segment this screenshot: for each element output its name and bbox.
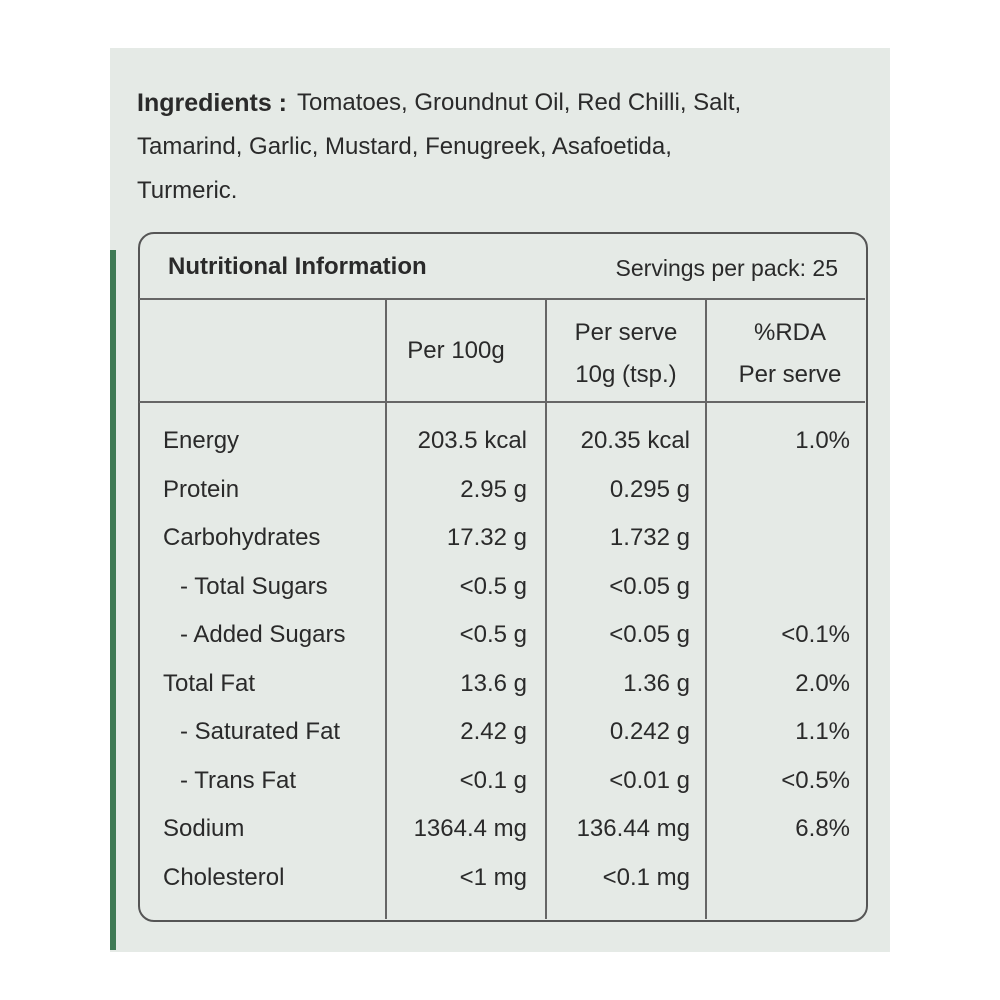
nutrient-value: 1364.4 mg — [413, 815, 527, 842]
nutrient-value: 1.36 g — [623, 669, 690, 697]
divider — [705, 300, 707, 919]
nutrient-value: 13.6 g — [460, 669, 527, 697]
nutrient-name: Cholesterol — [163, 863, 285, 891]
nutrient-value: <0.05 g — [609, 621, 690, 648]
divider — [385, 300, 387, 919]
nutrient-name: Carbohydrates — [163, 524, 321, 551]
ingredients-text: Tomatoes, Groundnut Oil, Red Chilli, Sal… — [297, 89, 742, 116]
nutrient-value: 0.295 g — [609, 475, 690, 503]
nutrient-value: <0.5 g — [459, 621, 527, 648]
column-header: Per serve — [574, 319, 678, 346]
column-header: Per serve — [738, 361, 842, 388]
nutrient-value: <0.5% — [781, 766, 850, 794]
nutrient-value: 2.95 g — [460, 475, 527, 503]
servings: Servings per pack: 25 — [615, 255, 838, 281]
nutrient-name: Sodium — [163, 815, 245, 842]
ingredients-label: Ingredients : — [137, 89, 288, 117]
nutrient-name: - Total Sugars — [180, 572, 328, 600]
column-header: %RDA — [753, 319, 826, 346]
nutrient-value: <1 mg — [459, 863, 527, 891]
nutrient-value: 6.8% — [795, 815, 850, 842]
nutrient-name: Protein — [163, 475, 240, 503]
nutrient-value: 0.242 g — [609, 718, 690, 745]
nutrient-value: 1.1% — [795, 718, 850, 745]
nutrient-value: 203.5 kcal — [417, 427, 527, 454]
divider — [545, 300, 547, 919]
nutrient-value: 1.732 g — [609, 524, 690, 551]
nutrient-value: 136.44 mg — [576, 815, 690, 842]
nutrition-box — [138, 232, 868, 922]
nutrient-value: 2.42 g — [460, 718, 527, 745]
nutrient-value: <0.5 g — [459, 572, 527, 600]
nutrient-value: <0.1 mg — [602, 863, 690, 891]
nutrient-value: <0.01 g — [609, 766, 690, 794]
column-header: 10g (tsp.) — [575, 361, 677, 388]
nutrient-name: - Saturated Fat — [180, 718, 341, 745]
nutrient-value: <0.05 g — [609, 572, 690, 600]
ingredients-text: Tamarind, Garlic, Mustard, Fenugreek, As… — [137, 133, 672, 160]
nutrient-value: <0.1 g — [459, 766, 527, 794]
divider — [139, 401, 865, 403]
nutrient-name: Total Fat — [163, 669, 256, 697]
nutrient-value: 17.32 g — [446, 524, 527, 551]
nutrient-name: - Trans Fat — [180, 766, 297, 794]
column-header: Per 100g — [407, 337, 505, 364]
label-edge — [110, 250, 116, 950]
label-background — [110, 48, 890, 952]
nutrient-value: <0.1% — [781, 621, 850, 648]
nutrient-value: 20.35 kcal — [580, 427, 690, 454]
nutrient-value: 1.0% — [795, 427, 850, 454]
table-title: Nutritional Information — [168, 253, 427, 280]
nutrient-value: 2.0% — [795, 669, 850, 697]
divider — [139, 298, 865, 300]
ingredients-text: Turmeric. — [137, 177, 238, 204]
nutrient-name: Energy — [163, 427, 240, 454]
nutrient-name: - Added Sugars — [180, 621, 346, 648]
